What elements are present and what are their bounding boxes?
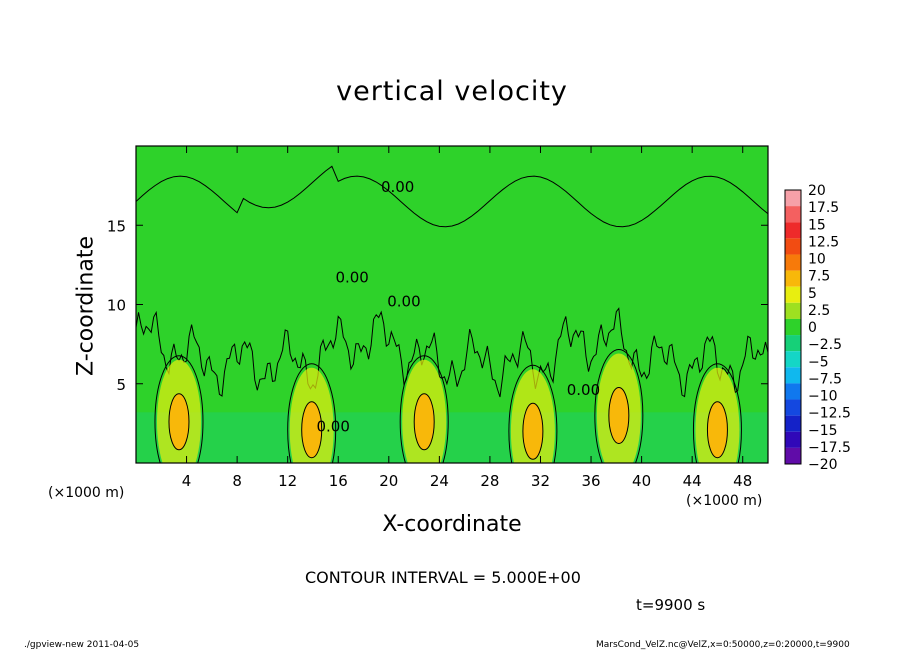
colorbar-cell: [785, 286, 801, 303]
x-tick-label: 4: [182, 472, 192, 490]
contour-label: 0.00: [335, 269, 368, 287]
updraft-4: [508, 364, 558, 463]
colorbar-level-label: −2.5: [808, 337, 842, 353]
y-axis: 5 10 15: [107, 217, 768, 394]
x-tick-label: 48: [733, 472, 752, 490]
x-tick-label: 8: [232, 472, 242, 490]
colorbar-cell: [785, 415, 801, 432]
x-axis-label: X-coordinate: [382, 512, 522, 537]
contour-line-turbulent: [136, 307, 768, 398]
y-tick-label: 15: [107, 217, 126, 235]
y-tick-label: 10: [107, 297, 126, 315]
colorbar-cell: [785, 367, 801, 384]
y-tick-label: 5: [116, 376, 126, 394]
time-label: t=9900 s: [636, 596, 706, 614]
colorbar-level-label: 0: [808, 320, 817, 336]
colorbar-level-label: −20: [808, 457, 838, 473]
x-tick-label: 12: [278, 472, 297, 490]
colorbar-level-label: −5: [808, 354, 829, 370]
colorbar-cell: [785, 318, 801, 336]
colorbar-level-label: −15: [808, 423, 838, 439]
colorbar-cell: [785, 190, 801, 207]
colorbar-frame: [784, 189, 802, 465]
x-tick-label: 20: [379, 472, 398, 490]
colorbar-cell: [785, 222, 801, 239]
colorbar-cell: [785, 399, 801, 416]
colorbar-level-label: 2.5: [808, 303, 830, 319]
contour-label: 0.00: [381, 178, 414, 196]
field-background: [136, 146, 768, 463]
colorbar-level-label: 12.5: [808, 234, 839, 250]
x-tick-label: 40: [632, 472, 651, 490]
colorbar-level-label: 15: [808, 217, 826, 233]
footer-left-text: ./gpview-new 2011-04-05: [24, 640, 140, 650]
colorbar-level-label: 17.5: [808, 200, 839, 216]
colorbar-level-label: 20: [808, 183, 826, 199]
contour-interval-label: CONTOUR INTERVAL = 5.000E+00: [305, 568, 581, 587]
colorbar-level-label: 5: [808, 286, 817, 302]
colorbar-level-label: −7.5: [808, 371, 842, 387]
colorbar-cell: [785, 254, 801, 271]
colorbar-cell: [785, 270, 801, 287]
colorbar-cell: [785, 383, 801, 400]
footer-right-text: MarsCond_VelZ.nc@VelZ,x=0:50000,z=0:2000…: [596, 640, 850, 650]
updraft-5: [594, 348, 644, 463]
updraft-3: [399, 355, 449, 463]
x-tick-label: 44: [683, 472, 702, 490]
x-tick-label: 32: [531, 472, 550, 490]
x-tick-label: 28: [480, 472, 499, 490]
colorbar-level-label: −10: [808, 389, 838, 405]
colorbar-cell: [785, 447, 801, 464]
x-tick-label: 36: [581, 472, 600, 490]
x-unit-right: (×1000 m): [686, 493, 763, 509]
updraft-2: [287, 363, 337, 463]
contour-label: 0.00: [316, 418, 349, 436]
colorbar-cell: [785, 335, 801, 352]
x-axis: 4 8 12 16 20 24 28 32 36 40 44 48: [182, 146, 752, 490]
colorbar-cell: [785, 238, 801, 255]
y-axis-label: Z-coordinate: [73, 236, 99, 376]
colorbar-level-label: −17.5: [808, 440, 851, 456]
colorbar-cell: [785, 431, 801, 448]
updraft-1: [154, 355, 204, 463]
colorbar-cell: [785, 302, 801, 319]
colorbar-level-label: −12.5: [808, 406, 851, 422]
colorbar-cell: [785, 206, 801, 223]
contour-labels: 0.00 0.00 0.00 0.00 0.00: [316, 178, 600, 435]
x-tick-label: 24: [430, 472, 449, 490]
colorbar-level-label: 10: [808, 252, 826, 268]
contour-label: 0.00: [387, 292, 420, 310]
colorbar-cell: [785, 351, 801, 368]
contour-line-upper: [136, 165, 768, 228]
colorbar-level-label: 7.5: [808, 269, 830, 285]
plot-area: [136, 146, 768, 463]
boundary-layer-band: [136, 412, 768, 463]
x-unit-left: (×1000 m): [48, 485, 125, 501]
chart-title: vertical velocity: [336, 76, 568, 107]
x-tick-label: 16: [329, 472, 348, 490]
contour-label: 0.00: [567, 381, 600, 399]
updraft-6: [692, 363, 742, 463]
